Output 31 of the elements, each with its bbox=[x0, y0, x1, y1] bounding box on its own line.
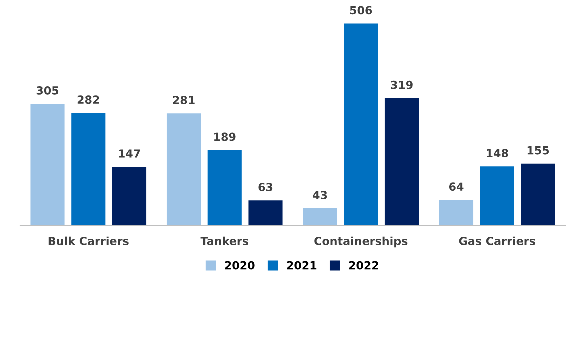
x-tick-label: Gas Carriers bbox=[459, 236, 536, 246]
bar bbox=[344, 24, 378, 226]
data-label: 281 bbox=[173, 96, 195, 104]
data-label: 282 bbox=[78, 96, 100, 104]
data-label: 319 bbox=[391, 80, 413, 90]
data-label: 305 bbox=[36, 86, 59, 95]
bar bbox=[384, 98, 420, 226]
data-label: 63 bbox=[258, 183, 273, 192]
data-label: 64 bbox=[449, 182, 464, 192]
bar bbox=[480, 166, 514, 226]
bar bbox=[303, 208, 338, 226]
bar bbox=[439, 200, 474, 226]
x-tick-label: Containerships bbox=[314, 236, 408, 248]
data-label: 147 bbox=[119, 150, 140, 158]
data-label: 148 bbox=[487, 149, 508, 158]
data-label: 43 bbox=[313, 191, 328, 200]
data-label: 189 bbox=[214, 132, 236, 142]
legend-label: 2020 bbox=[225, 261, 255, 270]
data-label: 506 bbox=[350, 6, 372, 15]
data-label: 155 bbox=[528, 146, 550, 155]
bar bbox=[112, 167, 147, 226]
legend-label: 2022 bbox=[349, 261, 378, 270]
bar bbox=[166, 114, 202, 226]
bar bbox=[208, 150, 242, 226]
bar bbox=[248, 200, 283, 226]
x-tick-label: Bulk Carriers bbox=[48, 236, 129, 246]
bar bbox=[72, 113, 106, 226]
legend-label: 2021 bbox=[287, 261, 317, 270]
bar bbox=[521, 164, 556, 226]
bar bbox=[30, 104, 65, 226]
x-tick-label: Tankers bbox=[200, 236, 248, 246]
